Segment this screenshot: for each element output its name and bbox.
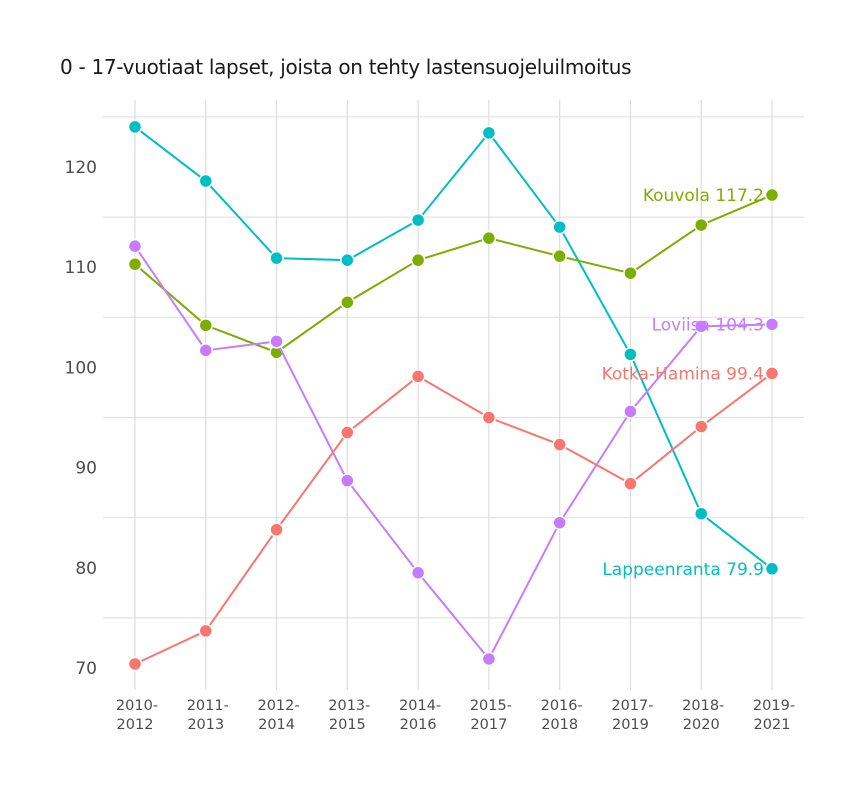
data-point — [552, 437, 567, 452]
direct-labels: Lappeenranta 79.9 Kouvola 117.2 Loviisa 10… — [602, 186, 764, 580]
data-point — [198, 623, 214, 639]
data-point — [481, 410, 497, 425]
data-point — [552, 515, 567, 530]
data-point — [764, 366, 780, 381]
y-tick-label: 90 — [75, 459, 97, 479]
data-point — [481, 651, 497, 667]
data-point — [410, 369, 426, 384]
data-point — [693, 217, 709, 233]
data-point — [340, 295, 355, 310]
data-point — [269, 522, 284, 537]
series-group — [127, 119, 780, 672]
data-point — [764, 187, 780, 203]
data-point — [693, 319, 709, 334]
data-point — [410, 565, 426, 581]
x-tick-label: 2010-2012 — [116, 698, 158, 733]
data-point — [269, 250, 284, 266]
data-point — [552, 248, 567, 264]
data-point — [552, 219, 567, 235]
x-tick-label: 2019-2021 — [753, 698, 795, 733]
series-loviisa — [127, 238, 780, 667]
x-tick-label: 2014-2016 — [399, 698, 441, 733]
series-line — [134, 372, 773, 665]
series-end-label: Loviisa 104.3 — [652, 315, 764, 335]
y-tick-label: 80 — [75, 559, 97, 579]
series-end-label: Kouvola 117.2 — [643, 186, 764, 206]
y-tick-label: 70 — [75, 659, 97, 679]
x-tick-label: 2018-2020 — [682, 698, 724, 733]
x-tick-label: 2017-2019 — [611, 698, 653, 733]
data-point — [693, 419, 709, 434]
chart-title: 0 - 17-vuotiaat lapset, joista on tehty … — [60, 55, 632, 79]
series-kotka-hamina — [127, 366, 780, 672]
y-tick-label: 120 — [65, 158, 97, 178]
series-line — [134, 245, 773, 661]
series-line — [134, 194, 773, 354]
data-point — [127, 238, 143, 254]
y-tick-label: 100 — [65, 358, 97, 378]
data-point — [410, 212, 426, 228]
x-tick-label: 2015-2017 — [470, 698, 512, 733]
data-point — [198, 343, 214, 358]
data-point — [623, 347, 638, 362]
series-lappeenranta — [127, 119, 780, 577]
data-point — [340, 425, 355, 440]
data-point — [198, 173, 214, 189]
x-tick-label: 2013-2015 — [328, 698, 370, 733]
data-point — [693, 506, 709, 521]
y-tick-label: 110 — [65, 258, 97, 278]
data-point — [198, 318, 214, 333]
x-tick-label: 2012-2014 — [257, 698, 299, 733]
x-tick-label: 2016-2018 — [541, 698, 583, 733]
gridlines — [103, 100, 804, 690]
series-line — [134, 126, 773, 570]
data-point — [127, 119, 143, 135]
data-point — [340, 473, 355, 488]
data-point — [127, 256, 143, 272]
data-point — [340, 252, 355, 268]
x-tick-label: 2011-2013 — [187, 698, 229, 733]
y-axis: 70 80 90 100 110 120 — [65, 158, 97, 679]
data-point — [623, 476, 638, 491]
series-end-label: Kotka-Hamina 99.4 — [602, 364, 764, 384]
data-point — [410, 252, 426, 268]
data-point — [269, 334, 284, 349]
data-point — [127, 656, 143, 672]
data-point — [481, 230, 497, 246]
data-point — [764, 561, 780, 577]
x-axis: 2010-2012 2011-2013 2012-2014 2013-2015 2014… — [116, 698, 795, 733]
series-end-label: Lappeenranta 79.9 — [602, 560, 764, 580]
data-point — [623, 404, 638, 419]
series-kouvola — [127, 187, 780, 360]
data-point — [764, 317, 780, 332]
data-point — [623, 265, 638, 281]
data-point — [481, 125, 497, 141]
